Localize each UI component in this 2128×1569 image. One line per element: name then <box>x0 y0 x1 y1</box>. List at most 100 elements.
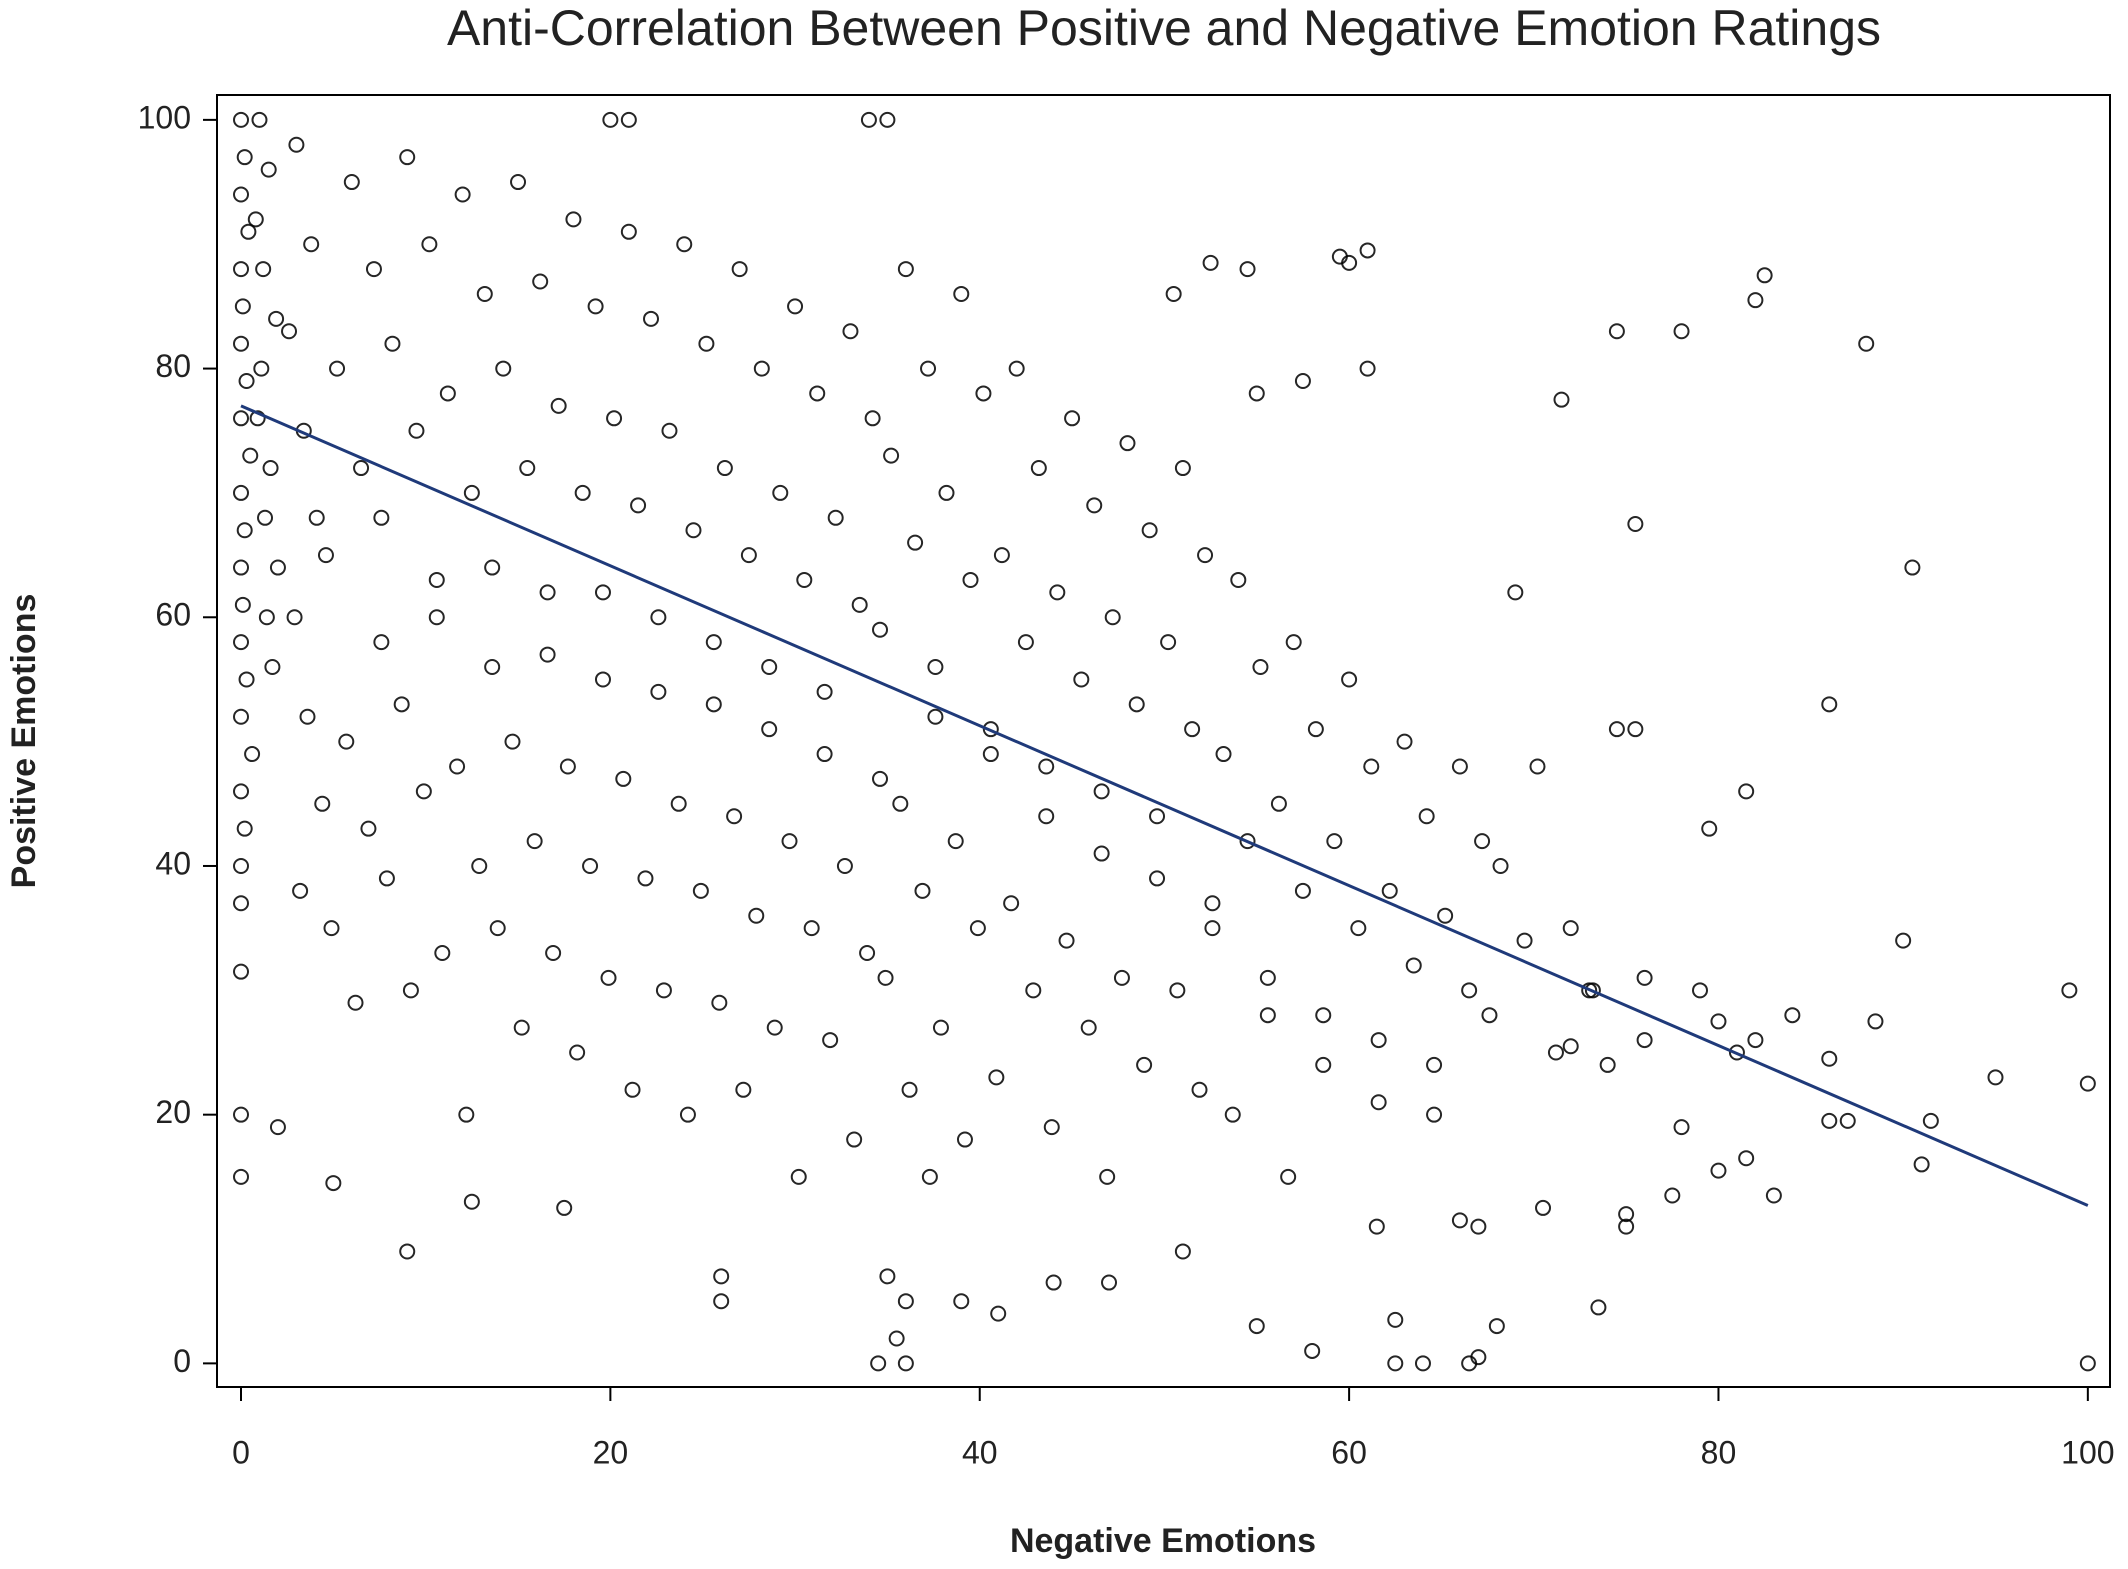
point <box>1326 833 1343 850</box>
point <box>676 236 693 253</box>
point <box>787 298 804 315</box>
point <box>1304 1342 1321 1359</box>
x-tick-label: 40 <box>962 1434 998 1470</box>
point <box>1093 845 1110 862</box>
point <box>303 236 320 253</box>
point <box>1370 1032 1387 1049</box>
point <box>938 484 955 501</box>
point <box>927 659 944 676</box>
point <box>1765 1187 1782 1204</box>
point <box>761 721 778 738</box>
point <box>286 609 303 626</box>
point <box>539 584 556 601</box>
point <box>864 410 881 427</box>
point <box>1043 1119 1060 1136</box>
point <box>2079 1075 2096 1092</box>
point <box>947 833 964 850</box>
point <box>249 410 266 427</box>
chart-title: Anti-Correlation Between Positive and Ne… <box>447 0 1881 56</box>
point <box>1280 1168 1297 1185</box>
point <box>476 285 493 302</box>
point <box>872 770 889 787</box>
point <box>731 261 748 278</box>
point <box>1064 410 1081 427</box>
point <box>615 770 632 787</box>
point <box>234 298 251 315</box>
point <box>1547 1044 1564 1061</box>
point <box>1437 907 1454 924</box>
point <box>1202 254 1219 271</box>
point <box>1350 920 1367 937</box>
x-tick-label: 0 <box>232 1434 250 1470</box>
point <box>1341 254 1358 271</box>
point <box>415 783 432 800</box>
point <box>454 186 471 203</box>
point <box>565 211 582 228</box>
point <box>1426 1106 1443 1123</box>
point <box>1492 857 1509 874</box>
point <box>761 659 778 676</box>
point <box>1017 634 1034 651</box>
point <box>1270 795 1287 812</box>
point <box>1470 1349 1487 1366</box>
point <box>1025 982 1042 999</box>
point <box>1895 932 1912 949</box>
point <box>713 1268 730 1285</box>
point <box>269 1119 286 1136</box>
point <box>550 397 567 414</box>
point <box>233 484 250 501</box>
point <box>1608 323 1625 340</box>
point <box>1821 696 1838 713</box>
plot-frame <box>216 94 2111 1388</box>
point <box>1101 1274 1118 1291</box>
point <box>1451 758 1468 775</box>
fit-line <box>240 404 2089 1207</box>
point <box>753 360 770 377</box>
point <box>870 1355 887 1372</box>
point <box>338 733 355 750</box>
point <box>513 1019 530 1036</box>
point <box>399 1243 416 1260</box>
x-tick-label: 100 <box>2061 1434 2114 1470</box>
point <box>238 671 255 688</box>
point <box>790 1168 807 1185</box>
point <box>1368 1218 1385 1235</box>
y-tick-label: 100 <box>138 99 191 135</box>
point <box>1470 1218 1487 1235</box>
point <box>1259 1007 1276 1024</box>
point <box>233 559 250 576</box>
point <box>740 547 757 564</box>
point <box>1756 267 1773 284</box>
point <box>643 310 660 327</box>
point <box>975 385 992 402</box>
point <box>1285 634 1302 651</box>
point <box>1627 721 1644 738</box>
point <box>1294 373 1311 390</box>
point <box>1747 292 1764 309</box>
point <box>1599 1056 1616 1073</box>
point <box>1315 1007 1332 1024</box>
point <box>574 484 591 501</box>
point <box>1113 969 1130 986</box>
point <box>1119 435 1136 452</box>
point <box>1381 882 1398 899</box>
point <box>766 1019 783 1036</box>
point <box>269 559 286 576</box>
point <box>1128 696 1145 713</box>
point <box>594 671 611 688</box>
point <box>1987 1069 2004 1086</box>
point <box>1535 1199 1552 1216</box>
point <box>559 758 576 775</box>
point <box>816 746 833 763</box>
point <box>519 460 536 477</box>
point <box>988 1069 1005 1086</box>
point <box>244 746 261 763</box>
point <box>713 1293 730 1310</box>
point <box>879 111 896 128</box>
point <box>602 111 619 128</box>
point <box>1664 1187 1681 1204</box>
point <box>399 149 416 166</box>
point <box>463 1193 480 1210</box>
point <box>982 721 999 738</box>
